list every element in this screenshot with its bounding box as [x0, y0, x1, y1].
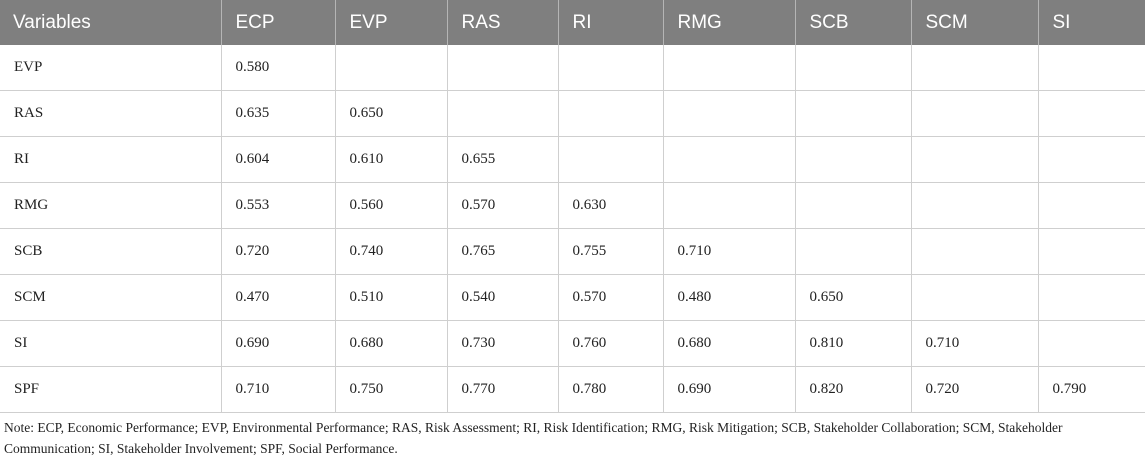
table-cell: 0.780	[557, 366, 663, 413]
table-cell	[794, 90, 911, 138]
table-cell	[910, 274, 1038, 321]
header-rmg: RMG	[662, 0, 795, 45]
row-variable-label: EVP	[0, 45, 221, 92]
table-cell: 0.820	[794, 366, 911, 413]
table-cell	[910, 45, 1038, 92]
table-cell	[1037, 90, 1145, 138]
table-cell: 0.553	[220, 182, 335, 230]
table-cell	[1037, 182, 1145, 230]
table-cell	[794, 228, 911, 275]
row-variable-label: SCB	[0, 228, 221, 275]
table-cell: 0.650	[794, 274, 911, 321]
header-variables: Variables	[0, 0, 221, 45]
table-cell: 0.790	[1037, 366, 1145, 413]
table-cell: 0.690	[662, 366, 795, 413]
table-cell	[910, 228, 1038, 275]
table-cell	[662, 182, 795, 230]
table-cell: 0.540	[446, 274, 558, 321]
table-cell	[334, 45, 447, 92]
table-cell: 0.480	[662, 274, 795, 321]
table-cell	[794, 136, 911, 184]
table-row: SI 0.690 0.680 0.730 0.760 0.680 0.810 0.710	[0, 320, 1145, 367]
table-cell: 0.810	[794, 320, 911, 367]
header-ras: RAS	[446, 0, 558, 45]
header-scb: SCB	[794, 0, 911, 45]
table-cell: 0.570	[446, 182, 558, 230]
table-cell	[557, 136, 663, 184]
table-cell: 0.635	[220, 90, 335, 138]
table-cell: 0.750	[334, 366, 447, 413]
table-cell: 0.720	[220, 228, 335, 275]
table-cell	[910, 182, 1038, 230]
table-cell: 0.650	[334, 90, 447, 138]
table-cell	[1037, 274, 1145, 321]
table-cell: 0.580	[220, 45, 335, 92]
correlation-table: Variables ECP EVP RAS RI RMG SCB SCM SI …	[0, 0, 1145, 413]
table-cell	[910, 90, 1038, 138]
header-ri: RI	[557, 0, 663, 45]
table-cell: 0.510	[334, 274, 447, 321]
table-row: RAS 0.635 0.650	[0, 90, 1145, 138]
table-cell: 0.710	[220, 366, 335, 413]
table-cell: 0.760	[557, 320, 663, 367]
table-cell	[794, 182, 911, 230]
table-cell: 0.604	[220, 136, 335, 184]
table-cell: 0.470	[220, 274, 335, 321]
table-note: Note: ECP, Economic Performance; EVP, En…	[4, 420, 1063, 456]
table-cell: 0.680	[662, 320, 795, 367]
table-cell	[1037, 45, 1145, 92]
table-cell	[557, 45, 663, 92]
table-cell	[557, 90, 663, 138]
table-header: Variables ECP EVP RAS RI RMG SCB SCM SI	[0, 0, 1145, 45]
table-cell: 0.720	[910, 366, 1038, 413]
table-cell: 0.730	[446, 320, 558, 367]
table-row: RMG 0.553 0.560 0.570 0.630	[0, 182, 1145, 230]
table-cell: 0.655	[446, 136, 558, 184]
table-cell	[1037, 228, 1145, 275]
table-cell	[662, 45, 795, 92]
table-body: EVP 0.580 RAS 0.635 0.650 RI 0.604 0.610 0.655 RM…	[0, 45, 1145, 413]
row-variable-label: SPF	[0, 366, 221, 413]
table-row: EVP 0.580	[0, 45, 1145, 92]
table-row: SCM 0.470 0.510 0.540 0.570 0.480 0.650	[0, 274, 1145, 321]
table-cell: 0.560	[334, 182, 447, 230]
row-variable-label: RMG	[0, 182, 221, 230]
table-cell	[794, 45, 911, 92]
table-cell: 0.570	[557, 274, 663, 321]
row-variable-label: SI	[0, 320, 221, 367]
header-scm: SCM	[910, 0, 1038, 45]
table-row: SCB 0.720 0.740 0.765 0.755 0.710	[0, 228, 1145, 275]
row-variable-label: SCM	[0, 274, 221, 321]
table-cell: 0.770	[446, 366, 558, 413]
table-cell	[910, 136, 1038, 184]
row-variable-label: RI	[0, 136, 221, 184]
table-row: RI 0.604 0.610 0.655	[0, 136, 1145, 184]
table-row: SPF 0.710 0.750 0.770 0.780 0.690 0.820 0.720 0.…	[0, 366, 1145, 413]
table-cell: 0.680	[334, 320, 447, 367]
table-cell	[662, 136, 795, 184]
table-cell: 0.710	[910, 320, 1038, 367]
table-cell: 0.630	[557, 182, 663, 230]
header-ecp: ECP	[220, 0, 335, 45]
table-cell: 0.755	[557, 228, 663, 275]
table-cell: 0.610	[334, 136, 447, 184]
table-cell: 0.690	[220, 320, 335, 367]
row-variable-label: RAS	[0, 90, 221, 138]
header-evp: EVP	[334, 0, 447, 45]
table-cell: 0.740	[334, 228, 447, 275]
header-si: SI	[1037, 0, 1145, 45]
table-cell	[446, 90, 558, 138]
table-cell: 0.765	[446, 228, 558, 275]
table-cell	[662, 90, 795, 138]
header-row: Variables ECP EVP RAS RI RMG SCB SCM SI	[0, 0, 1145, 45]
table-cell	[1037, 320, 1145, 367]
table-cell	[1037, 136, 1145, 184]
table-cell: 0.710	[662, 228, 795, 275]
table-cell	[446, 45, 558, 92]
